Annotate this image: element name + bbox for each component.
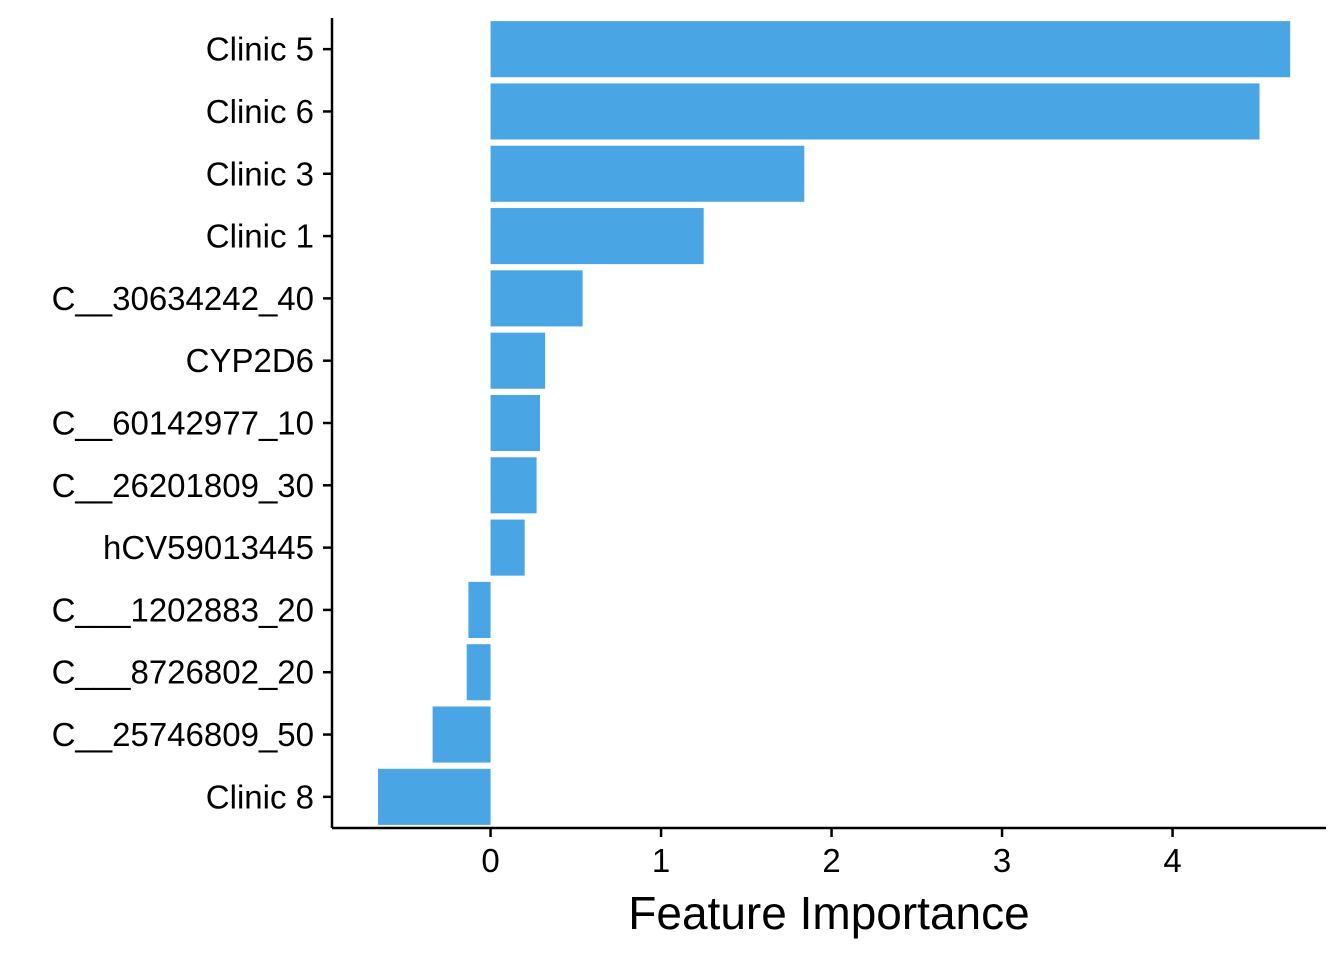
bar-1 (490, 83, 1260, 140)
y-tick-label-5: CYP2D6 (186, 342, 314, 379)
x-axis-title: Feature Importance (628, 887, 1029, 939)
y-tick-label-8: hCV59013445 (103, 529, 314, 566)
y-tick-label-12: Clinic 8 (206, 778, 314, 815)
bar-9 (468, 581, 491, 638)
bar-10 (466, 644, 491, 701)
bar-8 (490, 519, 525, 576)
y-tick-label-6: C__60142977_10 (52, 405, 314, 442)
x-tick-label-4: 4 (1163, 842, 1181, 879)
y-tick-label-7: C__26201809_30 (52, 467, 314, 504)
y-tick-label-3: Clinic 1 (206, 218, 314, 255)
y-tick-label-4: C__30634242_40 (52, 280, 314, 317)
y-tick-label-1: Clinic 6 (206, 93, 314, 130)
bar-7 (490, 457, 537, 514)
y-axis: Clinic 5 Clinic 6 Clinic 3 Clinic 1 C__30634… (52, 18, 334, 828)
bar-6 (490, 394, 541, 452)
y-tick-label-9: C___1202883_20 (52, 591, 314, 628)
y-tick-label-10: C___8726802_20 (52, 654, 314, 691)
x-tick-label-1: 1 (652, 842, 670, 879)
x-tick-label-3: 3 (993, 842, 1011, 879)
x-tick-label-2: 2 (822, 842, 840, 879)
bar-2 (490, 145, 805, 202)
x-axis: 0 1 2 3 4 (332, 826, 1326, 879)
bar-0 (490, 21, 1291, 78)
bars-group (378, 21, 1291, 825)
y-tick-label-11: C__25746809_50 (52, 716, 314, 753)
y-tick-label-2: Clinic 3 (206, 155, 314, 192)
bar-4 (490, 270, 583, 327)
x-tick-label-0: 0 (481, 842, 499, 879)
bar-3 (490, 208, 704, 265)
y-tick-label-0: Clinic 5 (206, 31, 314, 68)
bar-11 (432, 706, 491, 763)
bar-5 (490, 332, 546, 389)
bar-12 (378, 768, 491, 825)
